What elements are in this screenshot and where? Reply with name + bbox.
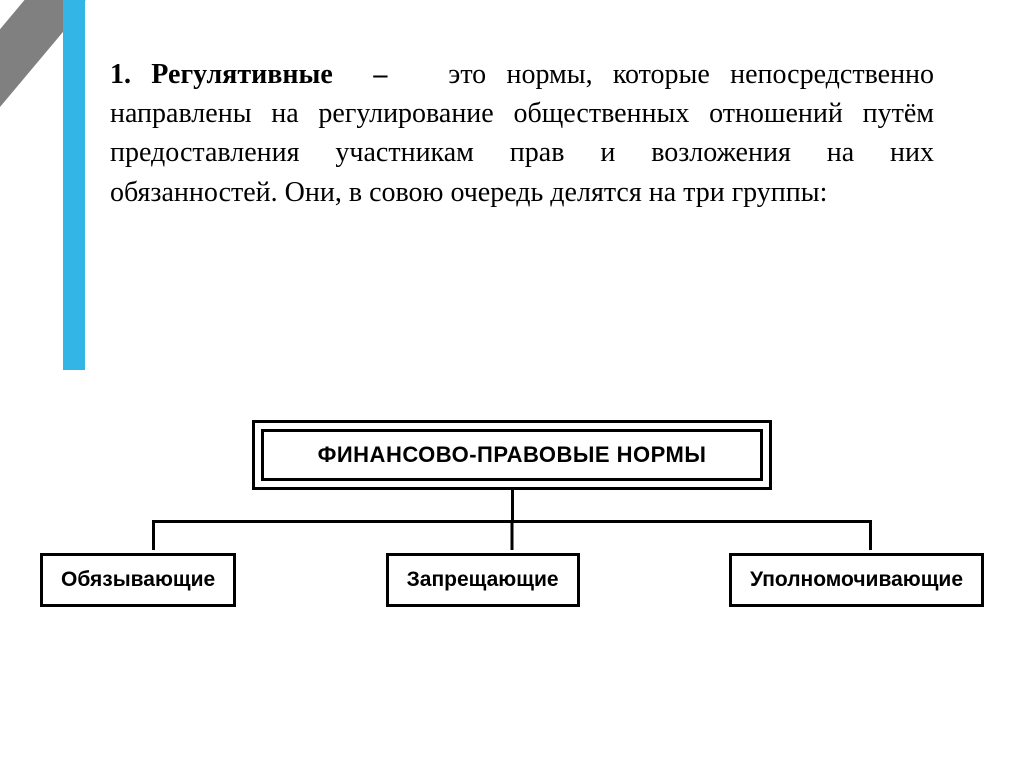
- connector: [511, 490, 514, 520]
- diagram-root-label: ФИНАНСОВО-ПРАВОВЫЕ НОРМЫ: [261, 429, 763, 481]
- connector: [152, 520, 155, 550]
- diagram-child-box: Запрещающие: [386, 553, 580, 607]
- definition-text: 1. Регулятивные – это нормы, которые неп…: [110, 55, 934, 212]
- diagram-child-box: Уполномочивающие: [729, 553, 984, 607]
- diagram-child-box: Обязывающие: [40, 553, 236, 607]
- connector: [869, 520, 872, 550]
- diagram-children-row: Обязывающие Запрещающие Уполномочивающие: [35, 553, 989, 607]
- blue-accent-bar: [63, 0, 85, 370]
- term-label: 1. Регулятивные: [110, 59, 333, 90]
- connector: [152, 520, 872, 523]
- diagram-root-box: ФИНАНСОВО-ПРАВОВЫЕ НОРМЫ: [252, 420, 772, 490]
- connector: [511, 520, 514, 550]
- dash: –: [353, 59, 428, 90]
- hierarchy-diagram: ФИНАНСОВО-ПРАВОВЫЕ НОРМЫ Обязывающие Зап…: [0, 400, 1024, 647]
